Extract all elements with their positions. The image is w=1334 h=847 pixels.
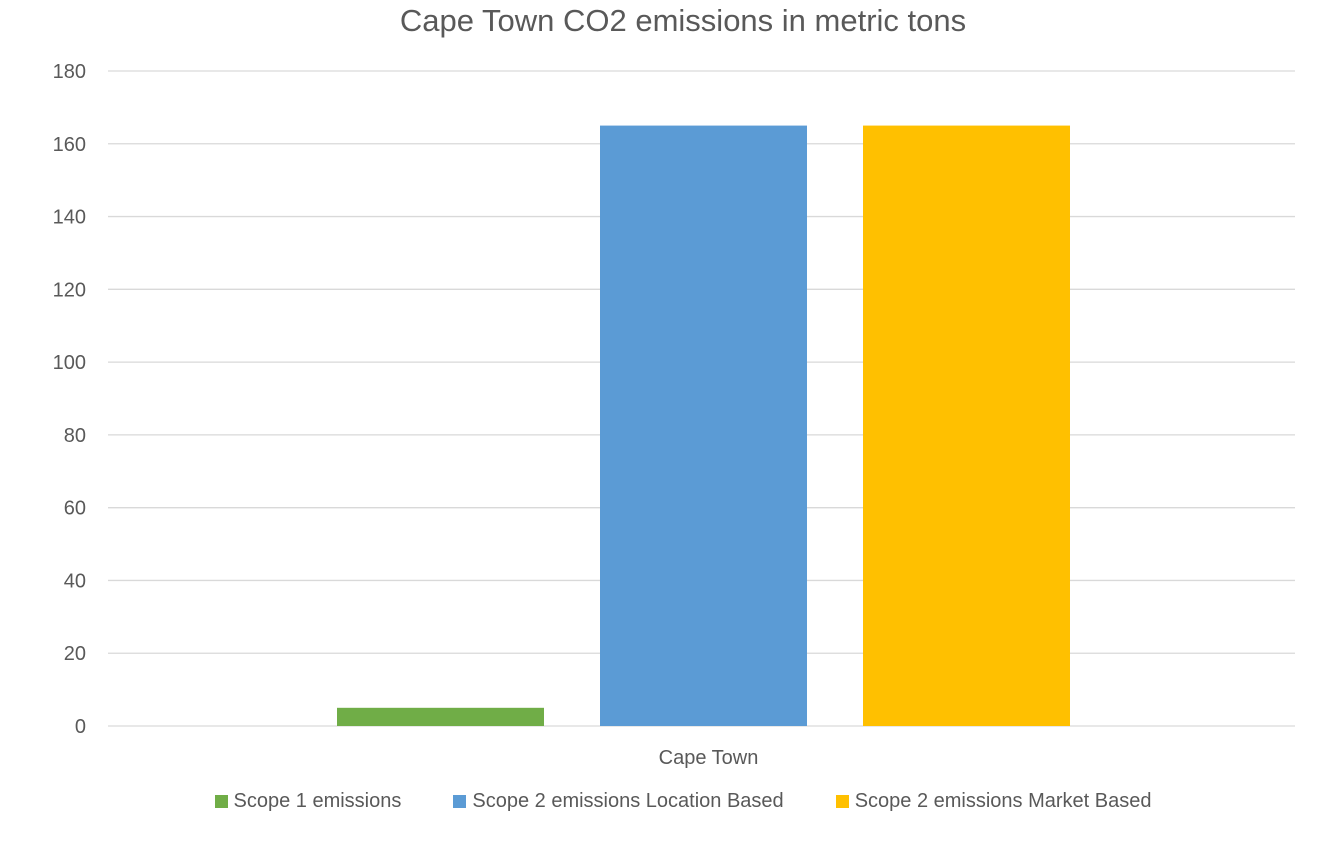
y-tick-label: 40	[64, 570, 86, 592]
legend-label: Scope 2 emissions Market Based	[854, 790, 1152, 812]
x-tick-label: Cape Town	[659, 747, 759, 769]
legend-item: Scope 2 emissions Market Based	[835, 790, 1152, 813]
y-tick-label: 140	[53, 207, 86, 229]
legend-label: Scope 2 emissions Location Based	[472, 790, 784, 812]
bar-scope-1-emissions	[337, 707, 544, 726]
y-tick-label: 80	[64, 425, 86, 447]
legend-item: Scope 2 emissions Location Based	[453, 790, 784, 813]
chart-title: Cape Town CO2 emissions in metric tons	[399, 3, 967, 38]
legend-item: Scope 1 emissions	[214, 790, 402, 813]
y-tick-label: 180	[53, 61, 86, 83]
bar-scope-2-emissions-location-based	[600, 125, 807, 727]
y-tick-label: 160	[53, 134, 86, 156]
y-tick-label: 0	[75, 716, 86, 738]
legend-swatch	[214, 795, 228, 808]
y-tick-label: 120	[53, 279, 86, 301]
legend-label: Scope 1 emissions	[233, 790, 402, 812]
y-tick-label: 100	[53, 352, 86, 374]
legend-swatch	[453, 795, 467, 808]
legend-swatch	[835, 795, 849, 808]
chart-legend: Scope 1 emissions Scope 2 emissions Locat…	[0, 790, 1334, 813]
bar-scope-2-emissions-market-based	[863, 125, 1070, 727]
y-tick-label: 60	[64, 498, 86, 520]
y-tick-label: 20	[64, 643, 86, 665]
